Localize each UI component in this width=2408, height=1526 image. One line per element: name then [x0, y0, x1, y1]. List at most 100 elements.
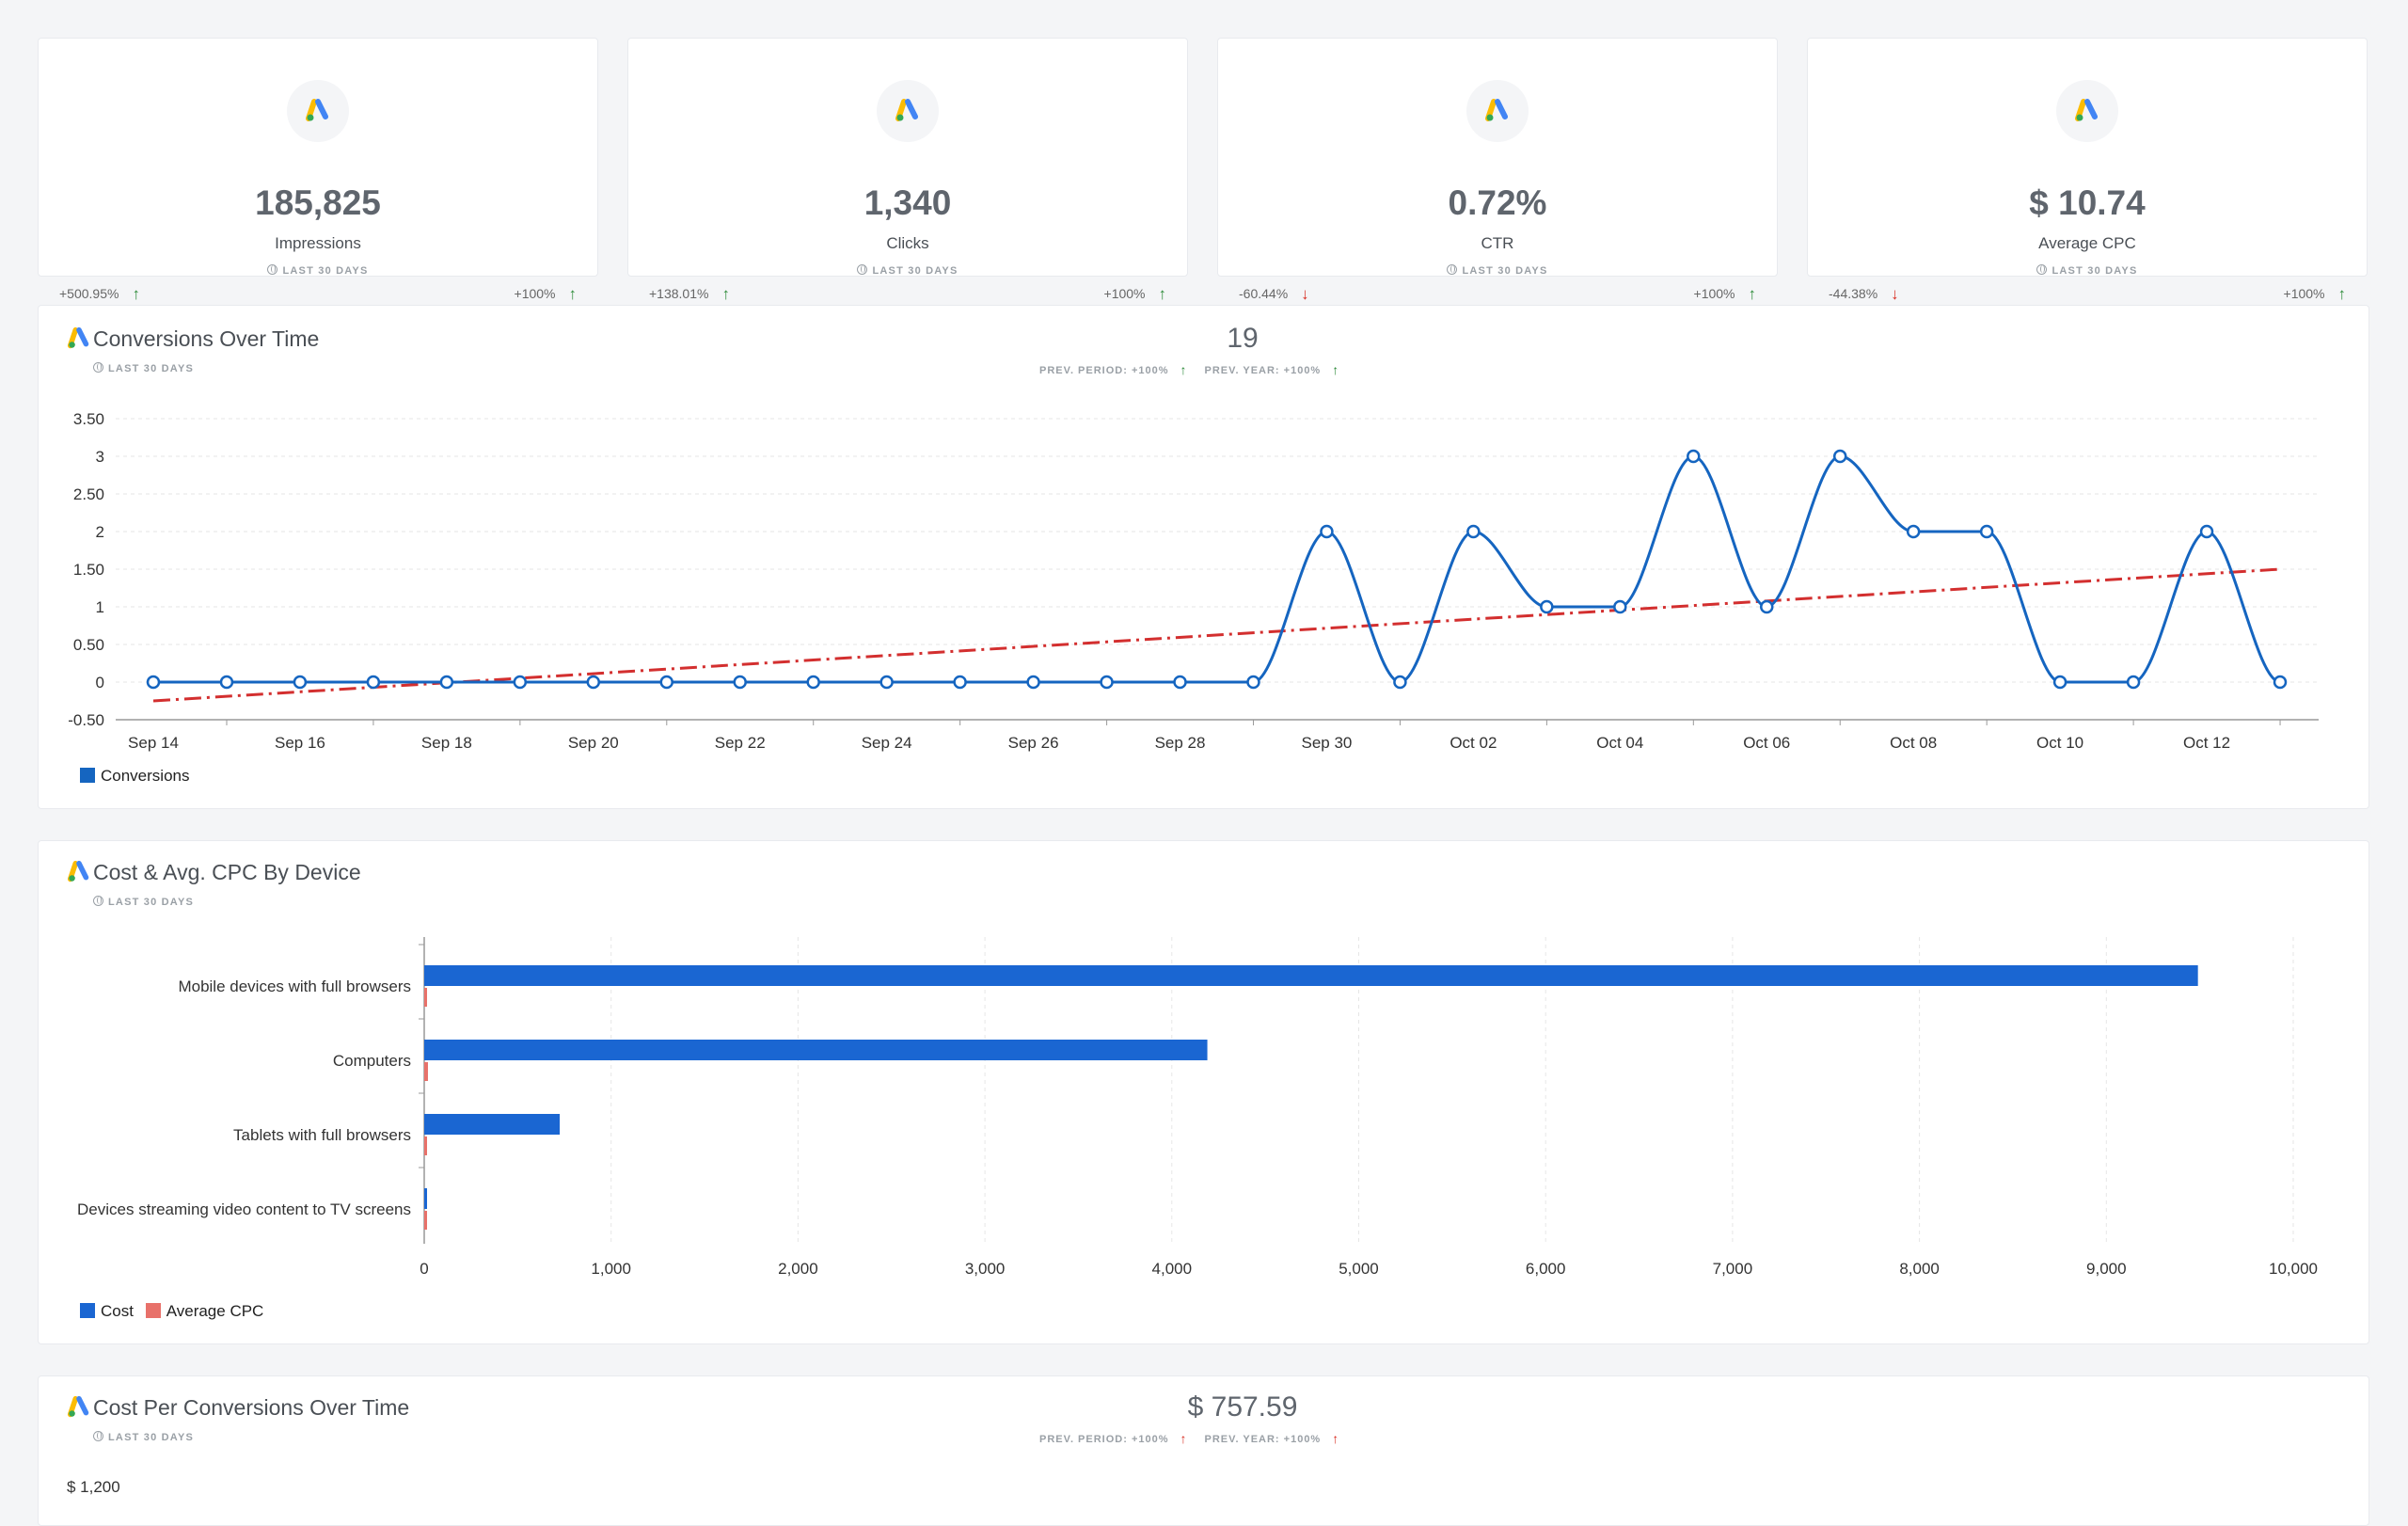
data-point [1246, 675, 1260, 690]
data-point [733, 675, 747, 690]
google-ads-icon [67, 860, 89, 882]
globe-icon [857, 264, 868, 275]
bar-average-cpc [424, 1211, 427, 1230]
kpi-value: 185,825 [255, 183, 381, 222]
comparison-row: PREV. PERIOD: +100% ↑ PREV. YEAR: +100% ↑ [1039, 362, 1340, 377]
x-tick-label: 1,000 [591, 1260, 631, 1278]
google-ads-icon [287, 80, 349, 142]
kpi-card-clicks: 1,340 Clicks LAST 30 DAYS +138.01% ↑ +100… [627, 38, 1188, 303]
x-tick-label: 9,000 [2086, 1260, 2127, 1278]
kpi-card-impressions: 185,825 Impressions LAST 30 DAYS +500.95… [38, 38, 598, 303]
data-point [1832, 449, 1847, 464]
x-tick-label: Oct 02 [1450, 734, 1497, 752]
data-point [806, 675, 820, 690]
x-tick-label: 2,000 [778, 1260, 818, 1278]
y-tick-label: 2 [96, 523, 104, 541]
x-tick-label: Sep 24 [862, 734, 912, 752]
google-ads-icon [2056, 80, 2118, 142]
kpi-card-ctr: 0.72% CTR LAST 30 DAYS -60.44% ↓ +100% ↑ [1217, 38, 1778, 303]
legend-swatch-cost [80, 1303, 95, 1318]
kpi-period: LAST 30 DAYS [628, 264, 1187, 277]
data-point [1906, 524, 1921, 539]
globe-icon [267, 264, 278, 275]
kpi-label: Clicks [886, 234, 929, 252]
section-title: Cost & Avg. CPC By Device [93, 860, 361, 884]
x-tick-label: Oct 10 [2036, 734, 2083, 752]
globe-icon [93, 1431, 103, 1441]
conversions-total: 19 [1227, 323, 1259, 354]
google-ads-icon [67, 326, 89, 349]
kpi-change-prev-year: +100% ↑ [514, 285, 578, 303]
data-point [953, 675, 967, 690]
arrow-up-icon: ↑ [1332, 1431, 1340, 1446]
section-period: LAST 30 DAYS [93, 896, 194, 908]
y-tick-label: Tablets with full browsers [233, 1126, 411, 1144]
cost-per-conversion-total: $ 757.59 [1187, 1391, 1298, 1423]
y-tick-label: Devices streaming video content to TV sc… [77, 1200, 411, 1218]
x-tick-label: Sep 18 [421, 734, 472, 752]
arrow-up-icon: ↑ [721, 285, 730, 303]
y-tick-label: Mobile devices with full browsers [178, 978, 411, 995]
x-tick-label: 5,000 [1339, 1260, 1379, 1278]
globe-icon [1447, 264, 1458, 275]
data-point [1613, 599, 1627, 614]
bar-cost [424, 1040, 1208, 1060]
kpi-change-prev-year: +100% ↑ [1693, 285, 1756, 303]
chart-legend: Cost Average CPC [80, 1302, 263, 1321]
x-tick-label: Sep 22 [715, 734, 766, 752]
data-point [439, 675, 454, 690]
data-point [2273, 675, 2288, 690]
x-tick-label: Sep 30 [1302, 734, 1353, 752]
kpi-label: CTR [1481, 234, 1514, 252]
x-tick-label: Sep 26 [1008, 734, 1059, 752]
kpi-card-average-cpc: $ 10.74 Average CPC LAST 30 DAYS -44.38%… [1807, 38, 2368, 303]
data-point [1100, 675, 1114, 690]
section-title: Cost Per Conversions Over Time [93, 1395, 410, 1420]
data-point [1466, 524, 1481, 539]
arrow-down-icon: ↓ [1301, 285, 1309, 303]
x-tick-label: 3,000 [965, 1260, 1006, 1278]
conversions-line-chart: -0.50 0 0.50 1 1.50 2 2.50 3 3.50 Sep 14 Sep 16 Sep… [68, 410, 2319, 752]
bar-cost [424, 1114, 561, 1135]
data-point [1173, 675, 1187, 690]
arrow-up-icon: ↑ [2337, 285, 2347, 303]
legend-swatch-average-cpc [145, 1303, 161, 1318]
data-point [1026, 675, 1040, 690]
kpi-value: 0.72% [1448, 183, 1547, 222]
kpi-change-prev-period: +138.01% ↑ [649, 285, 730, 303]
x-tick-label: 0 [420, 1260, 428, 1278]
x-tick-label: Oct 04 [1596, 734, 1643, 752]
data-point [1393, 675, 1407, 690]
x-tick-label: 7,000 [1713, 1260, 1753, 1278]
y-tick-label: $ 1,200 [67, 1478, 120, 1496]
x-tick-label: Sep 20 [568, 734, 619, 752]
arrow-up-icon: ↑ [568, 285, 578, 303]
google-ads-icon [67, 1395, 89, 1418]
x-tick-label: Sep 14 [128, 734, 179, 752]
y-tick-label: 0.50 [73, 636, 104, 654]
section-period: LAST 30 DAYS [93, 362, 194, 374]
x-tick-label: 8,000 [1899, 1260, 1940, 1278]
y-tick-label: 0 [96, 674, 104, 691]
kpi-period: LAST 30 DAYS [39, 264, 597, 277]
data-point [1687, 449, 1701, 464]
arrow-up-icon: ↑ [1180, 1431, 1188, 1446]
kpi-label: Average CPC [2038, 234, 2136, 252]
bar-cost [424, 1188, 427, 1209]
kpi-period: LAST 30 DAYS [1808, 264, 2367, 277]
arrow-down-icon: ↓ [1891, 285, 1899, 303]
bar-cost [424, 965, 2198, 986]
x-tick-label: Sep 16 [275, 734, 325, 752]
section-title: Conversions Over Time [93, 326, 320, 351]
cost-by-device-bar-chart: 0 1,000 2,000 3,000 4,000 5,000 6,000 7,000 8,00… [77, 937, 2318, 1278]
bar-average-cpc [424, 1137, 427, 1155]
x-tick-label: Oct 12 [2183, 734, 2230, 752]
kpi-change-prev-period: +500.95% ↑ [59, 285, 140, 303]
data-point [1320, 524, 1334, 539]
data-point [219, 675, 234, 690]
arrow-up-icon: ↑ [1180, 362, 1188, 377]
bar-average-cpc [424, 1062, 428, 1081]
y-tick-label: 2.50 [73, 485, 104, 503]
data-point [1979, 524, 1994, 539]
kpi-change-prev-year: +100% ↑ [2283, 285, 2347, 303]
